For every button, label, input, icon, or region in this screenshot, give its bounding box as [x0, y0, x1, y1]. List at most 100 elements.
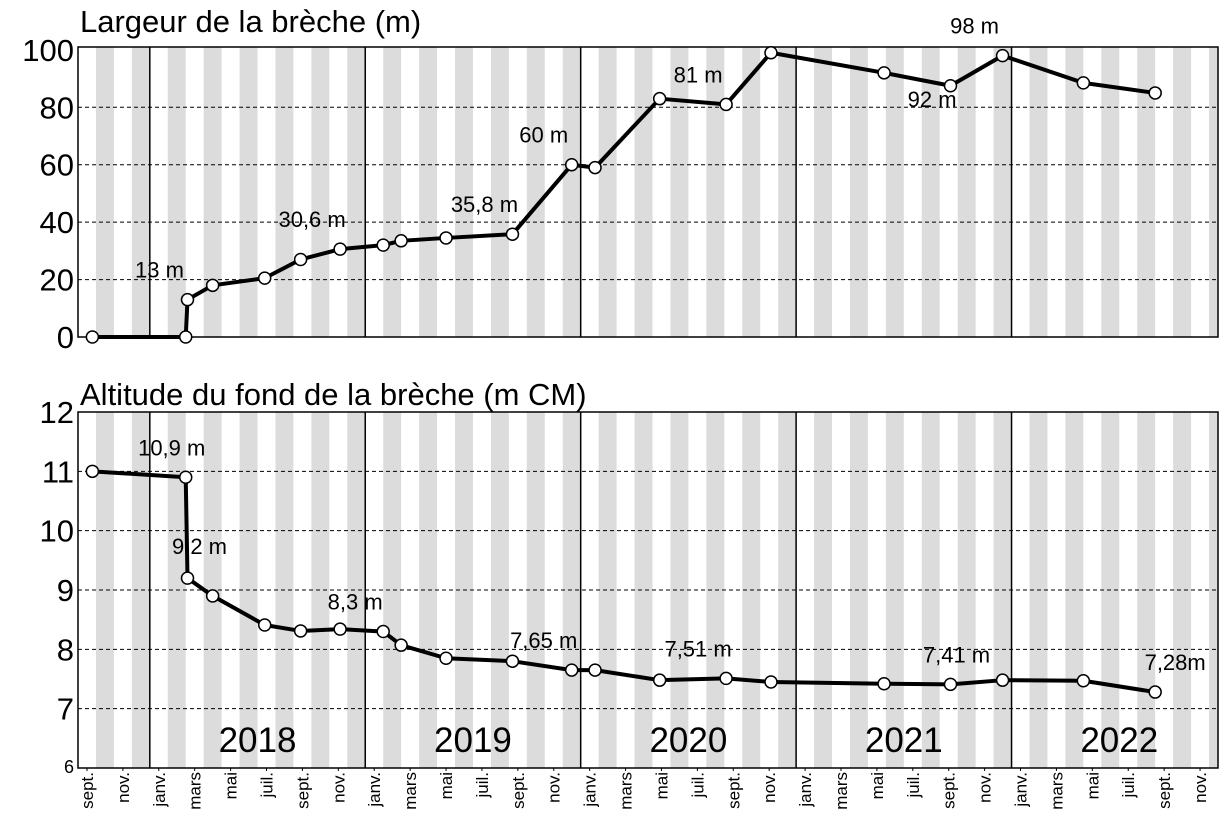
y-tick-label: 100 — [22, 33, 74, 68]
y-tick-label: 20 — [40, 263, 74, 298]
month-stripe — [203, 47, 222, 337]
chart-title: Altitude du fond de la brèche (m CM) — [80, 377, 587, 412]
month-stripe — [1137, 47, 1156, 337]
data-point — [505, 654, 520, 668]
month-stripe — [131, 412, 150, 768]
data-point — [394, 638, 408, 652]
value-label: 13 m — [135, 258, 184, 283]
year-label: 2019 — [434, 721, 512, 760]
plot-frame — [77, 411, 1219, 769]
year-label: 2022 — [1080, 721, 1158, 760]
data-point — [995, 48, 1010, 63]
data-point — [333, 242, 347, 256]
data-point — [293, 252, 308, 267]
x-tick-label: juil. — [688, 772, 707, 799]
x-tick-label: mars — [832, 772, 851, 810]
value-label: 7,41 m — [923, 642, 990, 667]
month-stripe — [598, 412, 617, 768]
value-label: 81 m — [674, 62, 723, 87]
x-tick-label: janv. — [796, 772, 815, 808]
y-tick-label: 10 — [40, 514, 74, 549]
year-label: 2018 — [219, 721, 297, 760]
x-tick-label: nov. — [976, 772, 995, 803]
value-label: 10,9 m — [138, 435, 205, 460]
month-stripe — [885, 47, 904, 337]
month-stripe — [1173, 412, 1192, 768]
x-tick-label: nov. — [114, 772, 133, 803]
month-stripe — [885, 412, 904, 768]
month-stripe — [95, 47, 114, 337]
month-stripe — [311, 47, 330, 337]
x-tick-label: mars — [1047, 772, 1066, 810]
month-stripe — [455, 47, 473, 337]
month-stripe — [311, 412, 330, 768]
month-stripe — [167, 47, 186, 337]
data-point — [85, 464, 100, 479]
month-stripe — [347, 412, 366, 768]
data-point — [764, 45, 778, 60]
month-stripe — [1173, 47, 1192, 337]
data-point — [1148, 685, 1162, 699]
data-point — [943, 677, 958, 692]
data-point — [439, 651, 453, 665]
value-label: 60 m — [519, 123, 568, 148]
y-tick-label: 8 — [57, 632, 74, 667]
data-point — [439, 231, 453, 245]
month-stripe — [275, 47, 294, 337]
month-stripe — [1101, 47, 1120, 337]
month-stripe — [706, 47, 725, 337]
data-point — [652, 91, 667, 106]
x-tick-label: nov. — [545, 772, 564, 803]
x-tick-label: nov. — [329, 772, 348, 803]
data-point — [180, 571, 195, 585]
x-tick-label: sept. — [293, 772, 312, 809]
month-stripe — [598, 47, 617, 337]
month-stripe — [778, 47, 797, 337]
month-stripe — [1137, 412, 1156, 768]
month-stripe — [634, 412, 653, 768]
plot-frame — [77, 46, 1219, 338]
data-point — [376, 238, 390, 252]
data-point — [505, 227, 520, 241]
data-point — [293, 624, 308, 638]
month-stripe — [921, 47, 940, 337]
x-tick-label: janv. — [581, 772, 600, 808]
data-point — [1076, 76, 1091, 90]
data-point — [1148, 86, 1162, 100]
data-point — [257, 271, 272, 285]
month-stripe — [347, 47, 366, 337]
y-tick-label: 40 — [40, 205, 74, 240]
x-tick-label: mai — [652, 772, 671, 799]
year-label: 2021 — [865, 721, 943, 760]
x-tick-label: mai — [222, 772, 241, 799]
y-tick-label: 9 — [57, 573, 74, 608]
month-stripe — [1029, 47, 1048, 337]
data-point — [943, 79, 958, 93]
x-tick-label: nov. — [760, 772, 779, 803]
data-point — [394, 234, 408, 248]
month-stripe — [742, 47, 761, 337]
data-point — [178, 470, 193, 485]
data-point — [1076, 674, 1091, 688]
data-point — [652, 673, 667, 687]
month-stripe — [957, 412, 976, 768]
data-point — [178, 330, 193, 344]
x-tick-label: nov. — [1191, 772, 1210, 803]
y-tick-label: 12 — [40, 395, 74, 430]
data-point — [257, 618, 272, 632]
y-tick-label: 0 — [57, 320, 74, 355]
data-point — [85, 330, 100, 344]
chart-title: Largeur de la brèche (m) — [80, 4, 421, 39]
data-point — [877, 676, 891, 691]
x-tick-label: juil. — [1119, 772, 1138, 799]
month-stripe — [383, 47, 402, 337]
value-label: 35,8 m — [451, 192, 518, 217]
x-tick-label: janv. — [1012, 772, 1031, 808]
x-tick-label: mai — [868, 772, 887, 799]
month-stripe — [814, 47, 833, 337]
month-stripe — [239, 47, 258, 337]
data-point — [588, 663, 602, 677]
data-point — [877, 66, 891, 80]
month-stripe — [131, 47, 150, 337]
